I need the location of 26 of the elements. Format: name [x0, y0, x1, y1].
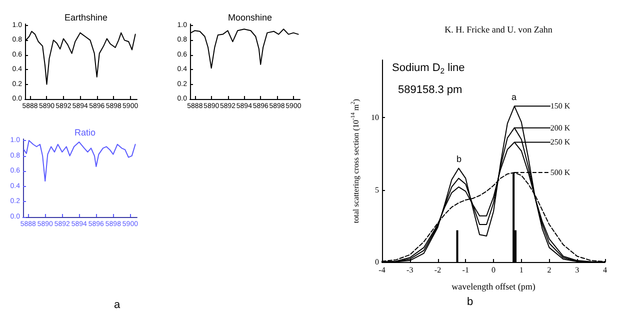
legend-label: 200 K	[550, 123, 570, 132]
x-tick-label: -2	[434, 266, 442, 274]
x-tick-label: -4	[378, 266, 386, 274]
text: a	[114, 299, 121, 311]
x-tick-label: 3	[575, 266, 580, 274]
x-tick-label: -1	[462, 266, 469, 274]
y-tick-label: 0	[375, 258, 379, 266]
text: b	[466, 296, 474, 308]
x-tick-label: -3	[406, 266, 414, 274]
y-tick-label: 10	[371, 113, 379, 122]
chart-title: K. H. Fricke and U. von Zahn	[444, 24, 553, 34]
chart-title: Moonshine	[228, 12, 272, 22]
legend-label: 500 K	[550, 168, 570, 178]
legend-label: 150 K	[550, 102, 570, 111]
annotation: a	[511, 92, 517, 102]
x-tick-label: 0	[492, 266, 496, 274]
chart-title: Ratio	[74, 128, 96, 138]
chart-title: Earthshine	[64, 12, 108, 22]
x-axis-title: wavelength offset (pm)	[452, 282, 536, 292]
x-tick-label: 2	[547, 266, 552, 274]
y-tick-label: 5	[375, 185, 379, 194]
legend-label: 250 K	[550, 138, 570, 147]
x-tick-label: 4	[603, 266, 607, 274]
x-tick-label: 1	[519, 266, 524, 274]
annotation: b	[456, 154, 462, 164]
annotation: 589158.3 pm	[398, 84, 462, 96]
